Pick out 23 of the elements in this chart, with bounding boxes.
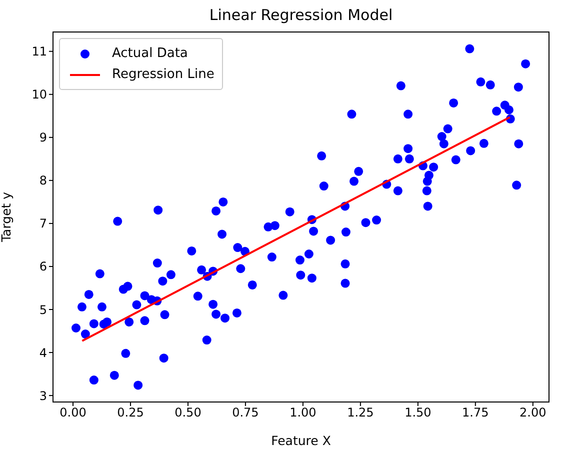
- legend-label: Regression Line: [112, 67, 214, 82]
- y-tick-label: 9: [39, 130, 47, 145]
- x-axis-title: Feature X: [271, 433, 332, 448]
- x-tick-label: 0.50: [174, 406, 202, 420]
- y-tick-label: 6: [39, 260, 47, 274]
- x-tick-label: 1.50: [404, 406, 432, 420]
- legend-label: Actual Data: [112, 46, 188, 61]
- y-tick-label: 11: [32, 44, 47, 59]
- y-tick-label: 10: [32, 88, 47, 102]
- x-tick-label: 2.00: [520, 406, 546, 420]
- y-tick-label: 5: [39, 302, 47, 317]
- x-tick-label: 1.25: [347, 406, 374, 420]
- y-tick-label: 8: [39, 174, 47, 188]
- y-tick-label: 3: [39, 388, 47, 403]
- x-tick-label: 0.00: [60, 406, 86, 420]
- x-tick-label: 0.75: [232, 406, 259, 420]
- y-axis-title: Target y: [0, 191, 14, 244]
- x-tick-label: 1.75: [462, 406, 489, 420]
- y-tick-label: 7: [39, 216, 47, 231]
- y-tick-label: 4: [39, 346, 47, 360]
- chart-title: Linear Regression Model: [208, 6, 394, 24]
- x-tick-label: 0.25: [117, 406, 144, 420]
- x-tick-label: 1.00: [290, 406, 316, 420]
